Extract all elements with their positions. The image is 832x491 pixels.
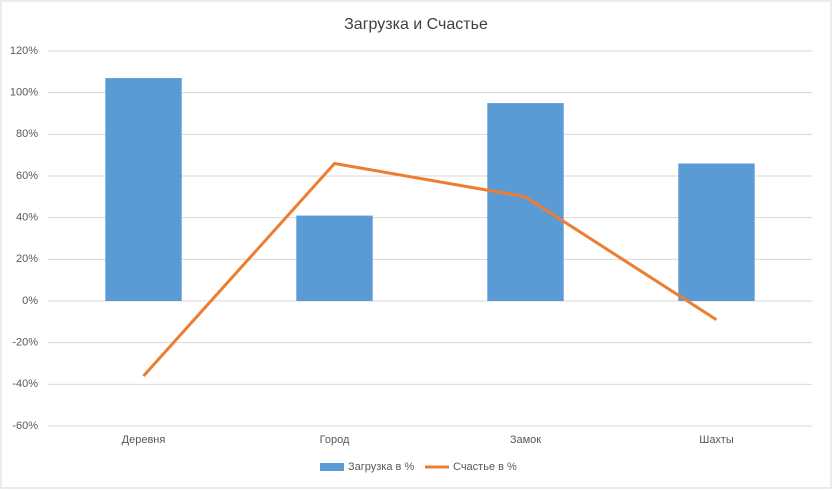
bar xyxy=(487,103,564,301)
y-tick-label: 100% xyxy=(10,87,38,99)
y-tick-label: 20% xyxy=(16,253,38,265)
bar xyxy=(678,163,755,301)
y-tick-label: -60% xyxy=(12,420,38,432)
y-tick-label: 120% xyxy=(10,45,38,57)
line xyxy=(142,162,718,378)
y-tick-label: -20% xyxy=(12,337,38,349)
legend-label: Загрузка в % xyxy=(348,461,414,473)
y-tick-label: 60% xyxy=(16,170,38,182)
y-tick-label: 0% xyxy=(22,295,38,307)
y-tick-label: 40% xyxy=(16,212,38,224)
bar xyxy=(105,78,182,301)
y-tick-label: -40% xyxy=(12,378,38,390)
legend-swatch xyxy=(320,463,344,471)
legend-label: Счастье в % xyxy=(453,461,517,473)
x-tick-label: Замок xyxy=(510,434,541,446)
bar xyxy=(296,215,373,301)
x-tick-label: Деревня xyxy=(122,434,166,446)
y-tick-label: 80% xyxy=(16,128,38,140)
chart-title: Загрузка и Счастье xyxy=(344,16,488,33)
x-tick-label: Шахты xyxy=(699,434,734,446)
x-tick-label: Город xyxy=(320,434,350,446)
